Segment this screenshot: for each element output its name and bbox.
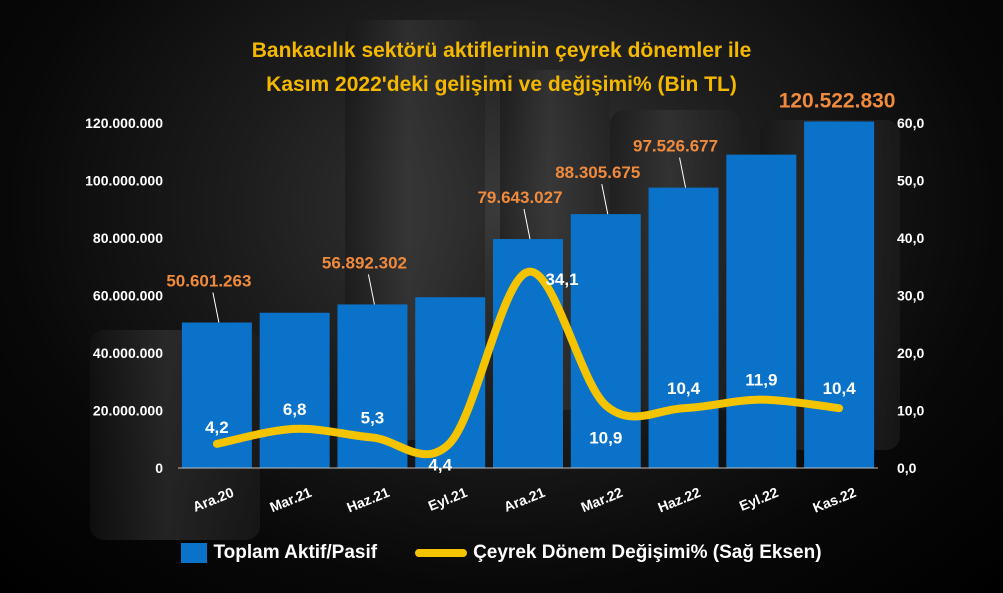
right-axis: 0,0 10,0 20,0 30,0 40,0 50,0 60,0	[897, 115, 924, 476]
legend-label-bars: Toplam Aktif/Pasif	[213, 542, 378, 563]
x-axis-tick-label: Mar.21	[267, 484, 314, 515]
left-axis: 0 20.000.000 40.000.000 60.000.000 80.000.00…	[85, 115, 163, 476]
right-axis-tick-label: 50,0	[897, 173, 924, 189]
line-data-label: 4,4	[428, 456, 452, 475]
chart-title-line-1: Bankacılık sektörü aktiflerinin çeyrek d…	[251, 39, 752, 62]
bar-label-leader	[212, 292, 220, 323]
x-axis-tick-label: Mar.22	[578, 484, 625, 515]
line-data-labels: 4,2 6,8 5,3 4,4 34,1 10,9 10,4 11,9 10,4	[205, 270, 856, 475]
line-data-label: 5,3	[361, 409, 385, 428]
bar	[726, 154, 797, 468]
line-series-path	[212, 267, 844, 459]
x-axis-tick-label: Ara.20	[190, 484, 236, 515]
legend-item-bars: Toplam Aktif/Pasif	[181, 542, 377, 564]
bar	[493, 239, 563, 468]
bar-data-label: 56.892.302	[322, 253, 407, 272]
bar-data-label: 97.526.677	[633, 137, 718, 156]
bar-data-label: 120.522.830	[779, 89, 896, 112]
bar	[570, 214, 641, 468]
legend: Toplam Aktif/Pasif Çeyrek Dönem Değişimi…	[0, 538, 1003, 568]
right-axis-tick-label: 10,0	[897, 403, 924, 419]
left-axis-tick-label: 80.000.000	[93, 230, 163, 246]
line-data-label: 34,1	[545, 270, 578, 289]
x-axis-tick-label: Haz.21	[344, 484, 391, 516]
left-axis-tick-label: 120.000.000	[85, 115, 163, 131]
x-axis: Ara.20 Mar.21 Haz.21 Eyl.21 Ara.21 Mar.22 Haz.…	[190, 484, 858, 516]
legend-swatch-line	[415, 549, 468, 557]
x-axis-tick-label: Eyl.21	[426, 484, 470, 514]
x-axis-tick-label: Eyl.22	[737, 484, 781, 514]
bar	[804, 121, 875, 469]
right-axis-tick-label: 0,0	[897, 460, 917, 476]
right-axis-tick-label: 40,0	[897, 230, 924, 246]
bar	[259, 312, 330, 468]
bar-data-label: 79.643.027	[477, 188, 562, 207]
right-axis-tick-label: 60,0	[897, 115, 924, 131]
bar-series	[181, 121, 875, 469]
bar-data-label: 88.305.675	[555, 163, 640, 182]
legend-swatch-bar	[181, 543, 208, 563]
line-data-label: 10,4	[823, 379, 857, 398]
bar-label-leader	[367, 274, 375, 305]
line-data-label: 6,8	[283, 400, 307, 419]
left-axis-tick-label: 40.000.000	[93, 345, 163, 361]
line-series	[212, 267, 844, 459]
left-axis-tick-label: 20.000.000	[93, 403, 163, 419]
x-axis-tick-label: Haz.22	[656, 484, 703, 516]
right-axis-tick-label: 30,0	[897, 288, 924, 304]
left-axis-tick-label: 0	[155, 460, 163, 476]
left-axis-tick-label: 60.000.000	[93, 288, 163, 304]
bar	[648, 187, 719, 468]
legend-item-line: Çeyrek Dönem Değişimi% (Sağ Eksen)	[415, 542, 822, 564]
bar-label-leader	[679, 157, 687, 188]
x-axis-tick-label: Kas.22	[810, 484, 858, 516]
line-data-label: 11,9	[745, 371, 777, 390]
legend-label-line: Çeyrek Dönem Değişimi% (Sağ Eksen)	[473, 542, 822, 563]
bar-label-leader	[601, 184, 609, 215]
left-axis-tick-label: 100.000.000	[85, 173, 163, 189]
bar-label-leader	[523, 208, 531, 240]
line-data-label: 4,2	[205, 418, 229, 437]
bar-data-label: 50.601.263	[166, 272, 251, 291]
x-axis-tick-label: Ara.21	[501, 484, 547, 515]
right-axis-tick-label: 20,0	[897, 345, 924, 361]
chart-title-line-2: Kasım 2022'deki gelişimi ve değişimi% (B…	[266, 73, 737, 96]
line-data-label: 10,4	[667, 379, 701, 398]
bar-data-labels: 50.601.263 56.892.302 79.643.027 88.305.675…	[166, 89, 896, 323]
line-data-label: 10,9	[589, 428, 622, 447]
